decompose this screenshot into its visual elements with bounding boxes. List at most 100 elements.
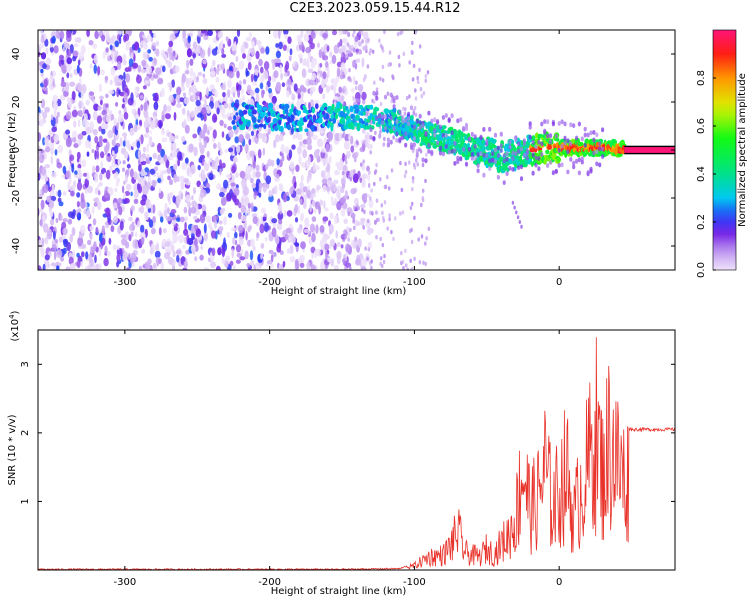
spectrogram-cell bbox=[116, 260, 120, 268]
spectrogram-cell bbox=[257, 148, 262, 159]
spectrogram-cell bbox=[254, 190, 258, 196]
spectrogram-cell bbox=[398, 138, 402, 144]
spectrogram-cell bbox=[76, 181, 83, 191]
spectrogram-cell bbox=[124, 231, 130, 241]
spectrogram-cell bbox=[231, 227, 237, 232]
spectrogram-cell bbox=[245, 70, 250, 77]
spectrogram-cell bbox=[322, 102, 328, 109]
spectrogram-cell bbox=[67, 218, 73, 225]
spectrogram-cell bbox=[53, 45, 59, 54]
spectrogram-cell bbox=[219, 226, 222, 237]
spectrogram-cell bbox=[348, 68, 351, 73]
spectrogram-cell bbox=[188, 143, 194, 153]
spectrogram-cell bbox=[425, 236, 428, 241]
spectrogram-cell bbox=[116, 81, 122, 87]
spectrogram-cell bbox=[300, 174, 304, 182]
spectrogram-cell bbox=[344, 154, 347, 162]
spectrogram-cell bbox=[401, 118, 405, 124]
spectrogram-cell bbox=[207, 30, 213, 36]
spectrogram-cell bbox=[108, 89, 115, 95]
spectrogram-cell bbox=[508, 165, 512, 171]
y-tick-label: 1 bbox=[20, 498, 31, 504]
spectrogram-cell bbox=[372, 136, 376, 141]
y-axis-label: Frequency (Hz) bbox=[7, 112, 18, 188]
spectrogram-cell bbox=[193, 146, 198, 157]
spectrogram-cell bbox=[171, 79, 176, 88]
spectrogram-cell bbox=[311, 188, 316, 195]
spectrogram-cell bbox=[173, 173, 178, 183]
spectrogram-cell bbox=[85, 251, 89, 260]
spectrogram-cell bbox=[416, 79, 420, 85]
spectrogram-cell bbox=[76, 260, 81, 269]
spectrogram-cell bbox=[93, 241, 97, 250]
spectrogram-cell bbox=[146, 143, 149, 153]
spectrogram-cell bbox=[169, 191, 174, 199]
spectrogram-cell bbox=[98, 83, 103, 93]
spectrogram-cell bbox=[52, 94, 59, 103]
spectrogram-cell bbox=[575, 135, 579, 141]
spectrogram-cell bbox=[240, 179, 247, 187]
spectrogram-cell bbox=[470, 137, 474, 142]
spectrogram-cell bbox=[42, 111, 48, 119]
spectrogram-cell bbox=[66, 97, 71, 103]
spectrogram-cell bbox=[365, 219, 372, 228]
spectrogram-cell bbox=[52, 70, 56, 77]
spectrogram-cell bbox=[508, 144, 512, 150]
spectrogram-cell bbox=[94, 136, 99, 144]
spectrogram-cell bbox=[413, 105, 417, 111]
spectrogram-cell bbox=[293, 83, 298, 92]
spectrogram-cell bbox=[76, 151, 81, 160]
spectrogram-cell bbox=[384, 108, 389, 115]
spectrogram-cell bbox=[217, 30, 223, 39]
spectrogram-cell bbox=[246, 84, 252, 95]
spectrogram-cell bbox=[142, 52, 146, 59]
spectrogram-cell bbox=[320, 261, 326, 270]
spectrogram-cell bbox=[332, 117, 337, 124]
spectrogram-cell bbox=[251, 40, 255, 50]
spectrogram-cell bbox=[407, 121, 411, 127]
spectrogram-cell bbox=[566, 169, 570, 175]
spectrogram-cell bbox=[369, 196, 372, 201]
spectrogram-cell bbox=[352, 217, 356, 222]
spectrogram-cell bbox=[280, 125, 284, 133]
spectrogram-cell bbox=[401, 259, 405, 265]
spectrogram-cell bbox=[183, 260, 188, 268]
y-tick-label: -20 bbox=[11, 190, 22, 206]
spectrogram-cell bbox=[356, 221, 361, 226]
spectrogram-cell bbox=[172, 30, 179, 34]
spectrogram-cell bbox=[379, 177, 382, 182]
spectrogram-cell bbox=[320, 170, 326, 179]
spectrogram-cell bbox=[216, 183, 222, 191]
spectrogram-cell bbox=[172, 250, 176, 258]
spectrogram-cell bbox=[336, 201, 342, 211]
spectrogram-cell bbox=[410, 267, 414, 270]
spectrogram-cell bbox=[404, 118, 408, 123]
spectrogram-cell bbox=[336, 217, 340, 224]
spectrogram-cell bbox=[215, 76, 220, 83]
spectrogram-cell bbox=[540, 141, 544, 147]
spectrogram-cell bbox=[123, 197, 130, 204]
spectrogram-cell bbox=[309, 203, 312, 213]
spectrogram-cell bbox=[273, 30, 279, 39]
spectrogram-cell bbox=[392, 126, 396, 132]
spectrogram-cell bbox=[193, 215, 198, 220]
spectrogram-cell bbox=[50, 43, 54, 48]
spectrogram-cell bbox=[94, 187, 99, 195]
spectrogram-cell bbox=[263, 123, 267, 130]
spectrogram-cell bbox=[330, 258, 334, 267]
spectrogram-cell bbox=[115, 182, 119, 187]
spectrogram-cell bbox=[309, 99, 315, 108]
spectrogram-cell bbox=[409, 205, 413, 211]
spectrogram-cell bbox=[264, 237, 268, 242]
spectrogram-cell bbox=[420, 94, 424, 99]
spectrogram-cell bbox=[77, 208, 82, 214]
spectrogram-cell bbox=[86, 151, 90, 157]
spectrogram-cell bbox=[77, 164, 82, 169]
spectrogram-cell bbox=[146, 65, 152, 75]
spectrogram-cell bbox=[308, 102, 311, 110]
spectrogram-cell bbox=[589, 166, 593, 172]
spectrogram-cell bbox=[242, 109, 248, 115]
spectrogram-cell bbox=[407, 116, 411, 121]
spectrogram-cell bbox=[184, 157, 189, 164]
spectrogram-cell bbox=[66, 30, 72, 38]
